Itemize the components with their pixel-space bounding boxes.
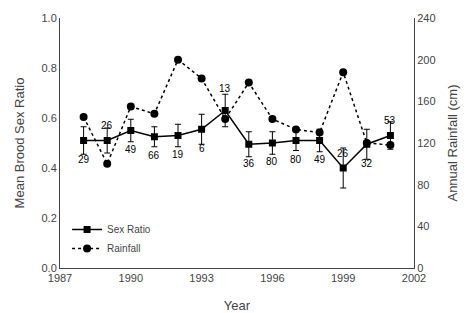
svg-text:0.6: 0.6 (42, 112, 57, 124)
svg-text:26: 26 (101, 120, 113, 131)
svg-text:1996: 1996 (260, 272, 284, 284)
svg-text:80: 80 (266, 156, 278, 167)
svg-text:Year: Year (224, 298, 251, 313)
svg-text:Sex Ratio: Sex Ratio (107, 224, 151, 235)
svg-text:1993: 1993 (189, 272, 213, 284)
svg-text:1999: 1999 (331, 272, 355, 284)
svg-text:0.2: 0.2 (42, 212, 57, 224)
svg-text:1990: 1990 (119, 272, 143, 284)
svg-text:2002: 2002 (402, 272, 426, 284)
svg-text:6: 6 (199, 143, 205, 154)
svg-text:32: 32 (361, 158, 373, 169)
svg-text:0: 0 (417, 262, 423, 274)
svg-text:0.0: 0.0 (42, 262, 57, 274)
svg-text:49: 49 (314, 154, 326, 165)
svg-text:36: 36 (243, 158, 255, 169)
svg-text:13: 13 (219, 83, 231, 94)
svg-text:160: 160 (417, 95, 435, 107)
svg-text:40: 40 (417, 220, 429, 232)
svg-text:66: 66 (148, 150, 160, 161)
svg-text:120: 120 (417, 137, 435, 149)
svg-text:0.4: 0.4 (42, 162, 57, 174)
svg-text:200: 200 (417, 54, 435, 66)
svg-text:0.8: 0.8 (42, 62, 57, 74)
svg-text:80: 80 (417, 179, 429, 191)
svg-text:53: 53 (384, 115, 396, 126)
svg-text:1.0: 1.0 (42, 12, 57, 24)
svg-text:26: 26 (337, 148, 349, 159)
svg-text:29: 29 (78, 154, 90, 165)
svg-text:19: 19 (172, 149, 184, 160)
svg-text:240: 240 (417, 12, 435, 24)
svg-text:49: 49 (125, 144, 137, 155)
svg-text:1987: 1987 (48, 272, 72, 284)
svg-text:Mean Brood Sex Ratio: Mean Brood Sex Ratio (12, 78, 27, 209)
svg-text:Annual Rainfall (cm): Annual Rainfall (cm) (445, 84, 460, 201)
svg-text:Rainfall: Rainfall (107, 243, 140, 254)
svg-text:80: 80 (290, 154, 302, 165)
